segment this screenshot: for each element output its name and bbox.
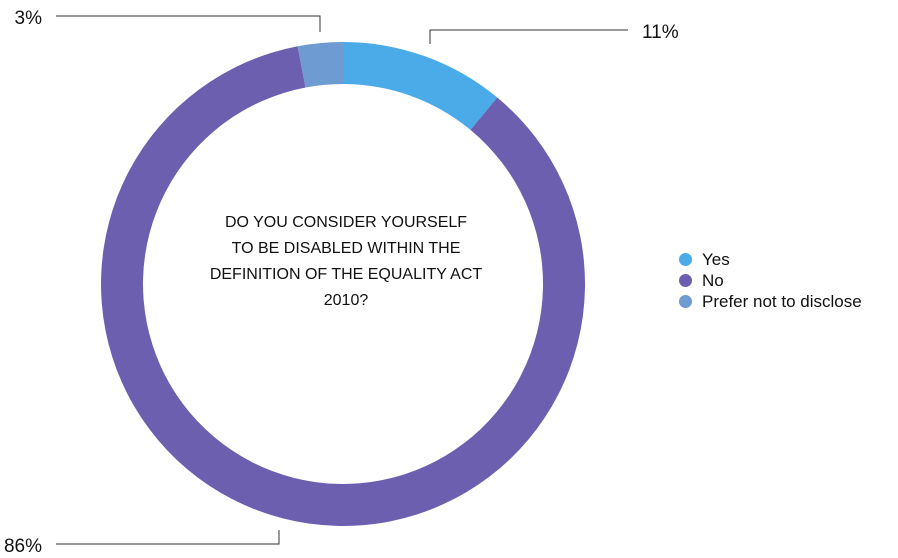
donut-slices [100, 42, 585, 526]
chart-title-line-4: 2010? [323, 292, 369, 309]
legend-item-no[interactable]: No [679, 270, 862, 291]
donut-slice-yes[interactable] [343, 42, 498, 130]
data-label-prefer-not-to-disclose: 3% [15, 8, 43, 29]
legend: Yes No Prefer not to disclose [679, 249, 862, 312]
legend-swatch-prefer-not-to-disclose [679, 295, 692, 308]
legend-label-no: No [702, 270, 724, 290]
chart-title-line-2: TO BE DISABLED WITHIN THE [231, 240, 461, 257]
data-label-yes: 11% [642, 22, 679, 43]
leader-line-yes [429, 29, 628, 44]
slice-labels: 11% 86% 3% [4, 8, 679, 557]
leader-line-prefer-not-to-disclose [56, 15, 321, 32]
donut-slice-prefer-not-to-disclose[interactable] [297, 42, 343, 88]
legend-swatch-yes [679, 253, 692, 266]
chart-title-line-1: DO YOU CONSIDER YOURSELF [224, 214, 468, 231]
legend-item-prefer-not-to-disclose[interactable]: Prefer not to disclose [679, 291, 862, 312]
data-label-no: 86% [4, 536, 42, 557]
legend-swatch-no [679, 274, 692, 287]
legend-label-prefer-not-to-disclose: Prefer not to disclose [702, 291, 862, 311]
chart-title-line-3: DEFINITION OF THE EQUALITY ACT [209, 266, 483, 283]
leader-line-no [56, 530, 280, 545]
legend-item-yes[interactable]: Yes [679, 249, 862, 270]
chart-title: DO YOU CONSIDER YOURSELF TO BE DISABLED … [176, 210, 516, 314]
legend-label-yes: Yes [702, 249, 730, 269]
